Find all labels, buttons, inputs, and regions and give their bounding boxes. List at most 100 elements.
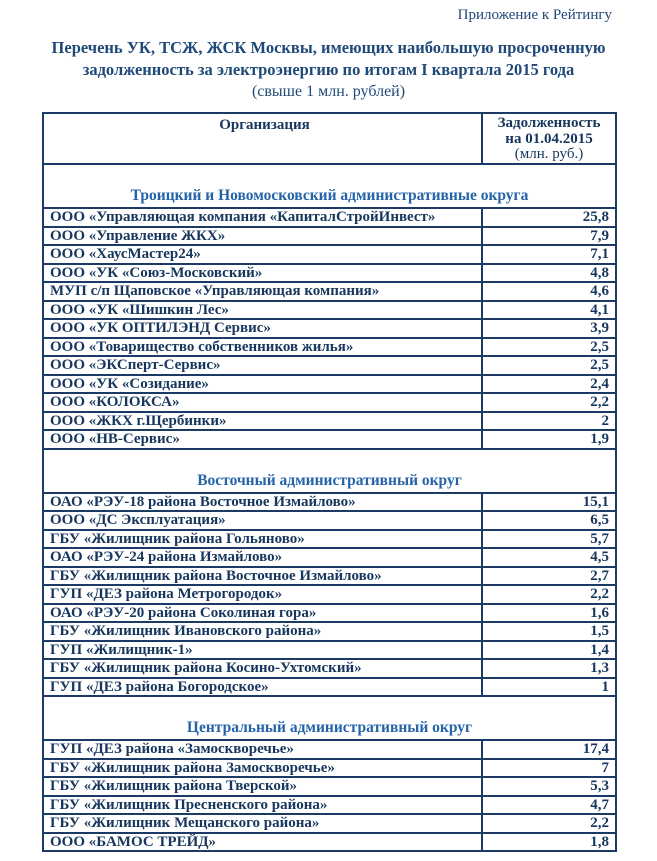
table-row: ОАО «РЭУ-20 района Соколиная гора» 1,6 — [44, 604, 615, 623]
debt-value: 1,5 — [590, 623, 609, 639]
document-title-line1: Перечень УК, ТСЖ, ЖСК Москвы, имеющих на… — [51, 38, 606, 57]
table-row: ГУП «ДЕЗ района «Замоскворечье» 17,4 — [44, 741, 615, 760]
debt-value: 6,5 — [590, 512, 609, 528]
debt-value: 1,8 — [590, 833, 609, 850]
organization-name: ГБУ «Жилищник района Восточное Измайлово… — [44, 567, 483, 584]
document-title: Перечень УК, ТСЖ, ЖСК Москвы, имеющих на… — [0, 37, 657, 81]
table-row: ГУП «ДЕЗ района Богородское» 1 — [44, 678, 615, 697]
debt-value: 2,2 — [590, 815, 609, 831]
debt-value: 5,7 — [590, 530, 609, 547]
column-header-debt-line3: (млн. руб.) — [514, 146, 584, 162]
organization-name: ГБУ «Жилищник района Замоскворечье» — [44, 759, 483, 776]
debt-value: 5,3 — [590, 778, 609, 794]
debt-value: 7 — [601, 759, 610, 776]
debt-value: 2,5 — [590, 357, 609, 373]
table-row: ОАО «РЭУ-24 района Измайлово» 4,5 — [44, 549, 615, 568]
table-row: ГБУ «Жилищник района Замоскворечье» 7 — [44, 759, 615, 778]
section-title: Троицкий и Новомосковский административн… — [130, 187, 529, 204]
debt-value: 2,5 — [590, 338, 609, 355]
table-row: ООО «ДС Эксплуатация» 6,5 — [44, 512, 615, 531]
organization-name: ООО «УК «Шишкин Лес» — [44, 301, 483, 318]
organization-name: МУП с/п Щаповское «Управляющая компания» — [44, 283, 483, 300]
table-row: ООО «УК «Союз-Московский» 4,8 — [44, 264, 615, 283]
organization-name: ГБУ «Жилищник района Тверской» — [44, 778, 483, 795]
debt-value: 2,2 — [590, 586, 609, 602]
section-header-row: Восточный административный округ — [44, 450, 615, 494]
organization-name: ООО «ЭКСперт-Сервис» — [44, 357, 483, 374]
organization-name: ООО «Товарищество собственников жилья» — [44, 338, 483, 355]
debt-value: 4,1 — [590, 301, 609, 318]
debt-value: 3,9 — [590, 320, 609, 336]
organization-name: ООО «ХаусМастер24» — [44, 246, 483, 263]
table-header-row: Организация Задолженность на 01.04.2015 … — [44, 114, 615, 165]
debt-value: 2 — [601, 412, 610, 429]
table-row: ГУП «Жилищник-1» 1,4 — [44, 641, 615, 660]
section-title: Центральный административный округ — [186, 719, 473, 736]
document-title-line2: задолженность за электроэнергию по итога… — [82, 60, 575, 79]
organization-name: ГУП «Жилищник-1» — [44, 641, 483, 658]
debt-value: 1,6 — [590, 604, 609, 621]
column-header-debt-line2: на 01.04.2015 — [505, 130, 593, 147]
table-body: Троицкий и Новомосковский административн… — [44, 165, 615, 850]
debt-value: 17,4 — [582, 741, 609, 757]
debt-table: Организация Задолженность на 01.04.2015 … — [42, 112, 617, 852]
debt-value: 4,6 — [590, 283, 609, 299]
attachment-note: Приложение к Рейтингу — [457, 7, 612, 23]
organization-name: ООО «УК ОПТИЛЭНД Сервис» — [44, 320, 483, 337]
document-subtitle: (свыше 1 млн. рублей) — [251, 83, 406, 100]
section-title: Восточный административный округ — [197, 471, 462, 489]
table-row: МУП с/п Щаповское «Управляющая компания»… — [44, 283, 615, 302]
table-row: ООО «ЖКХ г.Щербинки» 2 — [44, 412, 615, 431]
debt-value: 2,4 — [590, 375, 609, 392]
debt-value: 4,5 — [590, 549, 609, 565]
organization-name: ООО «КОЛОКСА» — [44, 394, 483, 411]
table-row: ООО «ЭКСперт-Сервис» 2,5 — [44, 357, 615, 376]
debt-value: 15,1 — [582, 493, 609, 510]
table-row: ГБУ «Жилищник района Косино-Ухтомский» 1… — [44, 660, 615, 679]
table-row: ООО «КОЛОКСА» 2,2 — [44, 394, 615, 413]
debt-value: 2,2 — [590, 394, 609, 410]
debt-value: 1,4 — [590, 641, 609, 658]
organization-name: ГУП «ДЕЗ района Метрогородок» — [44, 586, 483, 603]
table-row: ГБУ «Жилищник района Тверской» 5,3 — [44, 778, 615, 797]
organization-name: ООО «НВ-Сервис» — [44, 431, 483, 448]
organization-name: ГБУ «Жилищник Пресненского района» — [44, 796, 483, 813]
debt-value: 1,9 — [590, 431, 609, 447]
debt-value: 7,1 — [590, 246, 609, 262]
organization-name: ОАО «РЭУ-18 района Восточное Измайлово» — [44, 493, 483, 510]
table-row: ГБУ «Жилищник Ивановского района» 1,5 — [44, 623, 615, 642]
debt-value: 1 — [601, 678, 610, 695]
table-row: ООО «Управляющая компания «КапиталСтройИ… — [44, 209, 615, 228]
column-header-organization: Организация — [44, 114, 483, 163]
column-header-debt-line1: Задолженность — [497, 115, 601, 131]
table-row: ГБУ «Жилищник Пресненского района» 4,7 — [44, 796, 615, 815]
debt-value: 7,9 — [590, 227, 609, 244]
debt-value: 2,7 — [590, 567, 609, 584]
organization-name: ГБУ «Жилищник Мещанского района» — [44, 815, 483, 832]
table-row: ООО «Товарищество собственников жилья» 2… — [44, 338, 615, 357]
debt-value: 25,8 — [582, 209, 609, 225]
organization-name: ООО «БАМОС ТРЕЙД» — [44, 833, 483, 850]
column-header-debt: Задолженность на 01.04.2015 (млн. руб.) — [483, 114, 615, 163]
table-row: ГБУ «Жилищник Мещанского района» 2,2 — [44, 815, 615, 834]
organization-name: ООО «УК «Созидание» — [44, 375, 483, 392]
table-row: ГБУ «Жилищник района Гольяново» 5,7 — [44, 530, 615, 549]
organization-name: ОАО «РЭУ-24 района Измайлово» — [44, 549, 483, 566]
table-row: ОАО «РЭУ-18 района Восточное Измайлово» … — [44, 493, 615, 512]
debt-value: 4,7 — [590, 796, 609, 813]
organization-name: ГБУ «Жилищник района Гольяново» — [44, 530, 483, 547]
organization-name: ООО «ДС Эксплуатация» — [44, 512, 483, 529]
table-row: ООО «УК «Шишкин Лес» 4,1 — [44, 301, 615, 320]
organization-name: ГУП «ДЕЗ района Богородское» — [44, 678, 483, 695]
section-header-row: Центральный административный округ — [44, 697, 615, 741]
table-row: ООО «НВ-Сервис» 1,9 — [44, 431, 615, 450]
table-row: ООО «ХаусМастер24» 7,1 — [44, 246, 615, 265]
section-header-row: Троицкий и Новомосковский административн… — [44, 165, 615, 209]
organization-name: ГБУ «Жилищник Ивановского района» — [44, 623, 483, 640]
organization-name: ООО «ЖКХ г.Щербинки» — [44, 412, 483, 429]
organization-name: ГБУ «Жилищник района Косино-Ухтомский» — [44, 660, 483, 677]
table-row: ООО «УК «Созидание» 2,4 — [44, 375, 615, 394]
table-row: ООО «Управление ЖКХ» 7,9 — [44, 227, 615, 246]
table-row: ГБУ «Жилищник района Восточное Измайлово… — [44, 567, 615, 586]
